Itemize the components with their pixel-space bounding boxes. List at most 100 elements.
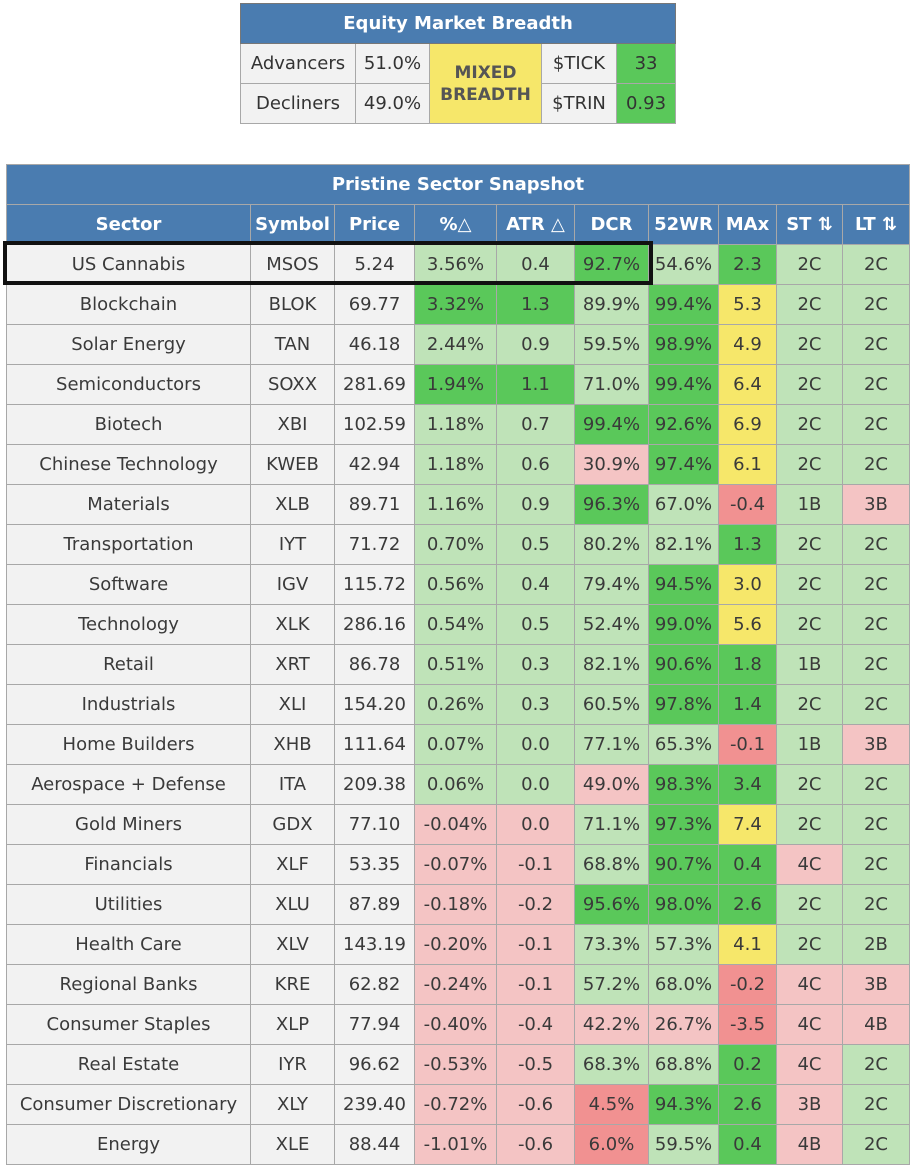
table-row[interactable]: Home Builders XHB 111.64 0.07% 0.0 77.1% 65.3%… <box>6 724 910 765</box>
pct-change-cell: 3.32% <box>414 284 497 325</box>
table-row[interactable]: Industrials XLI 154.20 0.26% 0.3 60.5% 97.8% 1.… <box>6 684 910 725</box>
symbol-cell: ITA <box>250 764 335 805</box>
sector-cell: Materials <box>6 484 251 525</box>
st-cell: 2C <box>776 404 843 445</box>
pct-change-cell: 0.07% <box>414 724 497 765</box>
table-row[interactable]: Real Estate IYR 96.62 -0.53% -0.5 68.3% 68.8% 0… <box>6 1044 910 1085</box>
sector-cell: Consumer Staples <box>6 1004 251 1045</box>
dcr-cell: 80.2% <box>574 524 649 565</box>
52wr-cell: 97.8% <box>648 684 719 725</box>
max-cell: 1.3 <box>718 524 777 565</box>
table-row[interactable]: Semiconductors SOXX 281.69 1.94% 1.1 71.0% 99.… <box>6 364 910 405</box>
atr-change-cell: -0.1 <box>496 924 575 965</box>
table-row[interactable]: Consumer Discretionary XLY 239.40 -0.72% -0.… <box>6 1084 910 1125</box>
max-cell: 3.0 <box>718 564 777 605</box>
column-header-pct-change[interactable]: %△ <box>414 204 497 245</box>
advancers-value: 51.0% <box>355 43 430 84</box>
table-row[interactable]: Blockchain BLOK 69.77 3.32% 1.3 89.9% 99.4% 5.3… <box>6 284 910 325</box>
lt-cell: 2C <box>842 684 910 725</box>
dcr-cell: 95.6% <box>574 884 649 925</box>
st-cell: 4C <box>776 964 843 1005</box>
column-header-max[interactable]: MAx <box>718 204 777 245</box>
table-row[interactable]: Energy XLE 88.44 -1.01% -0.6 6.0% 59.5% 0.4 4B 2C <box>6 1124 910 1165</box>
column-header-52wr[interactable]: 52WR <box>648 204 719 245</box>
column-header-st[interactable]: ST ⇅ <box>776 204 843 245</box>
symbol-cell: XLV <box>250 924 335 965</box>
table-row[interactable]: US Cannabis MSOS 5.24 3.56% 0.4 92.7% 54.6% 2.3… <box>6 244 910 285</box>
52wr-cell: 92.6% <box>648 404 719 445</box>
max-cell: -0.1 <box>718 724 777 765</box>
pct-change-cell: 0.54% <box>414 604 497 645</box>
column-header-symbol[interactable]: Symbol <box>250 204 335 245</box>
pct-change-cell: 0.56% <box>414 564 497 605</box>
dcr-cell: 42.2% <box>574 1004 649 1045</box>
symbol-cell: GDX <box>250 804 335 845</box>
atr-change-cell: 0.0 <box>496 764 575 805</box>
table-row[interactable]: Consumer Staples XLP 77.94 -0.40% -0.4 42.2% 2… <box>6 1004 910 1045</box>
52wr-cell: 65.3% <box>648 724 719 765</box>
table-row[interactable]: Utilities XLU 87.89 -0.18% -0.2 95.6% 98.0% 2.6… <box>6 884 910 925</box>
equity-market-breadth-table: Equity Market Breadth Advancers 51.0% MI… <box>239 3 677 124</box>
table-row[interactable]: Aerospace + Defense ITA 209.38 0.06% 0.0 49.0… <box>6 764 910 805</box>
column-header-dcr[interactable]: DCR <box>574 204 649 245</box>
symbol-cell: SOXX <box>250 364 335 405</box>
pct-change-cell: 0.70% <box>414 524 497 565</box>
symbol-cell: XLF <box>250 844 335 885</box>
dcr-cell: 73.3% <box>574 924 649 965</box>
lt-cell: 3B <box>842 964 910 1005</box>
tick-label: $TICK <box>541 43 617 84</box>
52wr-cell: 59.5% <box>648 1124 719 1165</box>
st-cell: 1B <box>776 644 843 685</box>
column-header-atr-change[interactable]: ATR △ <box>496 204 575 245</box>
table-row[interactable]: Technology XLK 286.16 0.54% 0.5 52.4% 99.0% 5.6… <box>6 604 910 645</box>
symbol-cell: BLOK <box>250 284 335 325</box>
st-cell: 2C <box>776 364 843 405</box>
dcr-cell: 92.7% <box>574 244 649 285</box>
sector-cell: Energy <box>6 1124 251 1165</box>
table-row[interactable]: Biotech XBI 102.59 1.18% 0.7 99.4% 92.6% 6.9 2C 2… <box>6 404 910 445</box>
max-cell: 1.8 <box>718 644 777 685</box>
max-cell: -0.2 <box>718 964 777 1005</box>
sector-cell: Solar Energy <box>6 324 251 365</box>
symbol-cell: XLU <box>250 884 335 925</box>
price-cell: 96.62 <box>334 1044 415 1085</box>
table-row[interactable]: Regional Banks KRE 62.82 -0.24% -0.1 57.2% 68.… <box>6 964 910 1005</box>
st-cell: 3B <box>776 1084 843 1125</box>
price-cell: 89.71 <box>334 484 415 525</box>
pct-change-cell: -0.07% <box>414 844 497 885</box>
table-row[interactable]: Health Care XLV 143.19 -0.20% -0.1 73.3% 57.3%… <box>6 924 910 965</box>
sector-cell: Chinese Technology <box>6 444 251 485</box>
decliners-label: Decliners <box>240 83 356 124</box>
price-cell: 46.18 <box>334 324 415 365</box>
table-row[interactable]: Financials XLF 53.35 -0.07% -0.1 68.8% 90.7% 0.… <box>6 844 910 885</box>
column-header-sector[interactable]: Sector <box>6 204 251 245</box>
sector-cell: Real Estate <box>6 1044 251 1085</box>
pct-change-cell: -0.18% <box>414 884 497 925</box>
dcr-cell: 71.1% <box>574 804 649 845</box>
table-row[interactable]: Solar Energy TAN 46.18 2.44% 0.9 59.5% 98.9% 4.… <box>6 324 910 365</box>
dcr-cell: 71.0% <box>574 364 649 405</box>
sector-rows: US Cannabis MSOS 5.24 3.56% 0.4 92.7% 54.6% 2.3… <box>6 244 910 1165</box>
table-row[interactable]: Retail XRT 86.78 0.51% 0.3 82.1% 90.6% 1.8 1B 2C <box>6 644 910 685</box>
pct-change-cell: -0.24% <box>414 964 497 1005</box>
price-cell: 286.16 <box>334 604 415 645</box>
pct-change-cell: -0.72% <box>414 1084 497 1125</box>
column-header-price[interactable]: Price <box>334 204 415 245</box>
max-cell: 1.4 <box>718 684 777 725</box>
52wr-cell: 68.0% <box>648 964 719 1005</box>
table-row[interactable]: Chinese Technology KWEB 42.94 1.18% 0.6 30.9%… <box>6 444 910 485</box>
dcr-cell: 68.8% <box>574 844 649 885</box>
pct-change-cell: 0.06% <box>414 764 497 805</box>
table-row[interactable]: Software IGV 115.72 0.56% 0.4 79.4% 94.5% 3.0 2C… <box>6 564 910 605</box>
symbol-cell: KWEB <box>250 444 335 485</box>
dcr-cell: 59.5% <box>574 324 649 365</box>
sector-cell: Transportation <box>6 524 251 565</box>
table-row[interactable]: Gold Miners GDX 77.10 -0.04% 0.0 71.1% 97.3% 7.… <box>6 804 910 845</box>
table-row[interactable]: Transportation IYT 71.72 0.70% 0.5 80.2% 82.1%… <box>6 524 910 565</box>
symbol-cell: XHB <box>250 724 335 765</box>
column-header-lt[interactable]: LT ⇅ <box>842 204 910 245</box>
st-cell: 1B <box>776 724 843 765</box>
atr-change-cell: 0.9 <box>496 484 575 525</box>
table-row[interactable]: Materials XLB 89.71 1.16% 0.9 96.3% 67.0% -0.4 1… <box>6 484 910 525</box>
52wr-cell: 82.1% <box>648 524 719 565</box>
